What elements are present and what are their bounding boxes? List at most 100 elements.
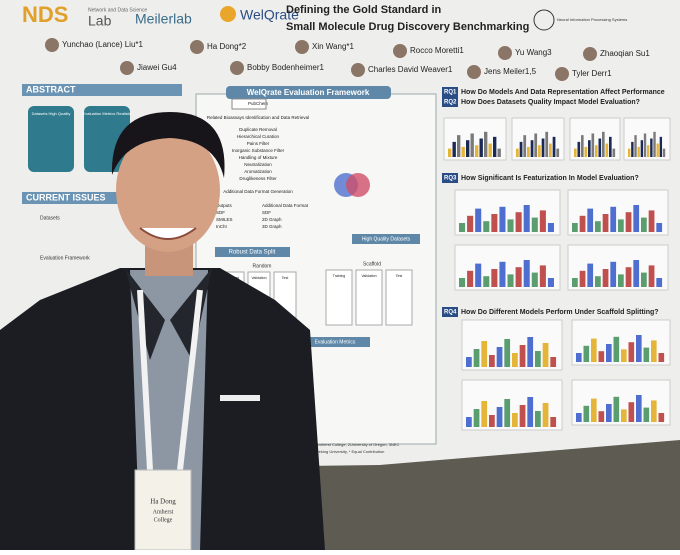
format: 2D Graph (262, 217, 282, 222)
plot-glyph (612, 148, 616, 157)
plot-glyph (499, 206, 506, 232)
plot-glyph (653, 131, 656, 157)
plot-glyph (602, 269, 609, 287)
step-box (231, 98, 267, 110)
plot-glyph (538, 145, 541, 157)
plot-glyph (461, 146, 465, 157)
plot-glyph (584, 146, 588, 157)
author-name: Yu Wang3 (515, 48, 552, 57)
plot-glyph (496, 407, 503, 427)
author-photo (498, 46, 512, 60)
output: InChI (216, 224, 227, 229)
plot-glyph (549, 143, 552, 157)
plot-glyph (475, 145, 479, 157)
issue: Evaluation Framework (40, 255, 90, 261)
rq-badge (442, 87, 458, 97)
plot-glyph (618, 219, 624, 232)
plot-glyph (475, 208, 482, 232)
logo: WelQrate (240, 7, 299, 23)
plot-glyph (523, 205, 530, 232)
plot-glyph (609, 136, 612, 157)
plot-glyph (466, 357, 472, 367)
plot-glyph (658, 353, 665, 362)
plot-glyph (448, 148, 452, 157)
poster-title: Defining the Gold Standard in (286, 4, 442, 16)
plot-glyph (467, 270, 474, 287)
plot-glyph (576, 413, 582, 422)
plot-glyph (499, 261, 506, 287)
pocket-square (220, 395, 260, 401)
step: Related Bioassays Identification and Dat… (207, 115, 309, 120)
plot-glyph (658, 413, 665, 422)
authors: Yunchao (Lance) Liu*1 Ha Dong*2 Xin Wang*1… (45, 38, 650, 81)
plot-glyph (473, 349, 480, 367)
author-photo (230, 61, 244, 75)
section-bar (226, 86, 391, 99)
step: Neutralization (244, 162, 272, 167)
plot-glyph (602, 214, 609, 232)
plot-glyph (489, 415, 495, 427)
author-photo (351, 63, 365, 77)
plot-glyph (581, 135, 584, 157)
badge-org: Amherst (153, 509, 174, 515)
label: Scaffold (363, 261, 381, 267)
plot-glyph (576, 353, 582, 362)
plot-glyph (507, 274, 514, 287)
plot-glyph (504, 399, 511, 427)
plot-glyph (574, 148, 577, 157)
plot-glyph (541, 138, 545, 157)
plot-glyph (598, 411, 605, 422)
plot-glyph (531, 217, 538, 232)
plot-glyph (595, 276, 601, 287)
logo: Meilerlab (135, 11, 192, 27)
author-name: Tyler Derr1 (572, 69, 612, 78)
author-name: Xin Wang*1 (312, 42, 355, 51)
output: SDF (216, 210, 225, 215)
section-heading: WelQrate Evaluation Framework (247, 88, 370, 97)
author-name: Zhaoqian Su1 (600, 49, 650, 58)
plot-glyph (583, 345, 590, 362)
plot-glyph (577, 141, 581, 157)
plot-glyph (572, 278, 578, 287)
venn (346, 173, 370, 197)
plot-glyph (527, 397, 534, 427)
plot-glyph (489, 355, 495, 367)
plot-glyph (488, 143, 492, 157)
plot-glyph (512, 413, 518, 427)
split-box (355, 269, 383, 326)
label: High Quality Datasets (362, 236, 411, 242)
plot-glyph (457, 135, 461, 157)
label: Random (253, 263, 272, 269)
step: Druglikeness Filter (239, 176, 277, 181)
plot-glyph (481, 401, 488, 427)
author-photo (583, 47, 597, 61)
lanyard (137, 289, 153, 471)
plot-glyph (643, 347, 650, 362)
plot-glyph (466, 140, 470, 157)
plot-glyph (628, 148, 631, 157)
plot-glyph (662, 148, 666, 157)
plot-glyph (523, 135, 527, 157)
plot-glyph (647, 145, 650, 157)
plot-glyph (610, 206, 617, 232)
plot-glyph (539, 210, 546, 232)
rq-text: How Significant Is Featurization In Mode… (461, 175, 639, 182)
split-box (385, 269, 413, 326)
plot-glyph (484, 131, 488, 157)
plot-glyph (659, 136, 663, 157)
section-bar (352, 234, 420, 244)
author-name: Ha Dong*2 (207, 42, 247, 51)
plot-glyph (633, 260, 640, 287)
rq-text: How Do Models And Data Representation Af… (461, 89, 665, 96)
issue: Datasets (40, 215, 60, 221)
plot-glyph (628, 402, 635, 422)
format: SDF (262, 210, 271, 215)
author-photo (45, 38, 59, 52)
plot-glyph (595, 221, 601, 232)
plot-glyph (539, 265, 546, 287)
plot-glyph (613, 336, 620, 362)
section-bar (300, 337, 370, 347)
plot-glyph (483, 276, 490, 287)
author-name: Bobby Bodenheimer1 (247, 63, 324, 72)
